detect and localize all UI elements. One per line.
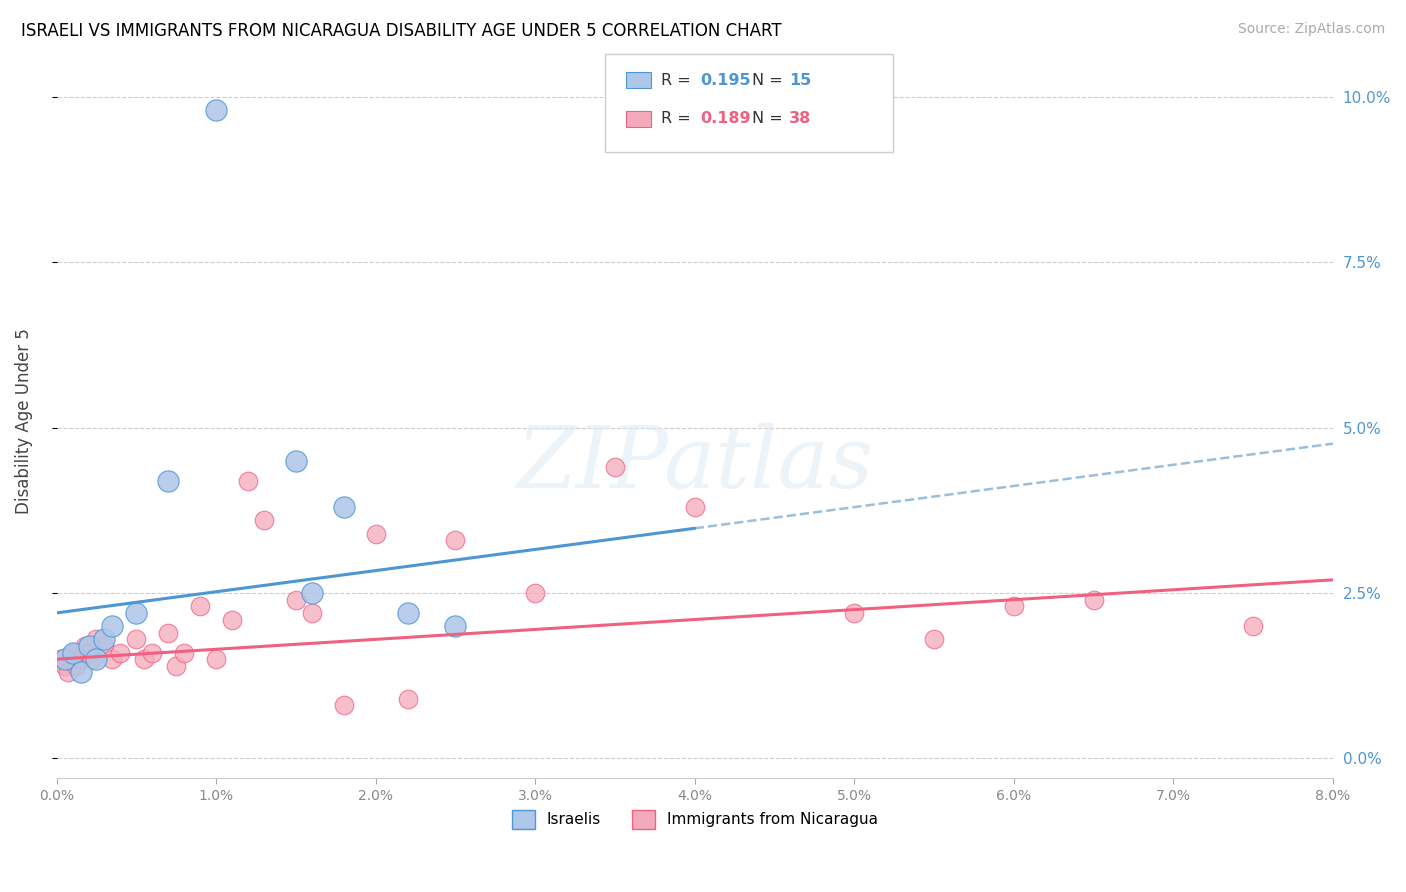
Point [236,474,259,488]
Point [165,658,187,673]
Point [80,652,103,666]
Point [444,533,467,548]
Point [284,454,307,468]
Point [205,103,228,118]
Point [301,586,323,600]
Text: ZIPatlas: ZIPatlas [516,423,873,506]
Point [65,658,87,673]
Point [603,460,626,475]
Point [75,639,97,653]
Point [173,646,195,660]
Point [77,639,100,653]
Point [444,619,467,633]
Point [125,606,148,620]
Point [134,652,156,666]
Text: N =: N = [752,73,789,87]
Point [922,632,945,647]
Point [49,652,72,666]
Point [69,665,91,680]
Point [86,632,108,647]
Text: R =: R = [661,73,696,87]
Point [333,698,356,713]
Point [56,665,79,680]
Point [141,646,163,660]
Point [284,592,307,607]
Point [188,599,211,614]
Text: 38: 38 [789,112,811,126]
Text: R =: R = [661,112,696,126]
Y-axis label: Disability Age Under 5: Disability Age Under 5 [15,328,32,514]
Point [683,500,706,515]
Point [62,646,84,660]
Point [53,652,76,666]
Point [364,526,387,541]
Point [77,646,100,660]
Text: ISRAELI VS IMMIGRANTS FROM NICARAGUA DISABILITY AGE UNDER 5 CORRELATION CHART: ISRAELI VS IMMIGRANTS FROM NICARAGUA DIS… [21,22,782,40]
Point [110,646,132,660]
Text: Source: ZipAtlas.com: Source: ZipAtlas.com [1237,22,1385,37]
Point [53,658,76,673]
Point [157,474,180,488]
Point [86,652,108,666]
Point [101,652,124,666]
Point [844,606,866,620]
Point [253,513,276,527]
Legend: Israelis, Immigrants from Nicaragua: Israelis, Immigrants from Nicaragua [506,804,884,835]
Point [396,606,419,620]
Point [221,613,243,627]
Text: 0.195: 0.195 [700,73,751,87]
Point [157,625,180,640]
Point [333,500,356,515]
Point [93,639,115,653]
Point [301,606,323,620]
Point [69,652,91,666]
Text: 0.189: 0.189 [700,112,751,126]
Point [1002,599,1025,614]
Point [1083,592,1105,607]
Point [396,691,419,706]
Point [524,586,547,600]
Point [205,652,228,666]
Point [93,632,115,647]
Text: 15: 15 [789,73,811,87]
Point [101,619,124,633]
Point [62,646,84,660]
Point [1241,619,1264,633]
Point [125,632,148,647]
Text: N =: N = [752,112,789,126]
